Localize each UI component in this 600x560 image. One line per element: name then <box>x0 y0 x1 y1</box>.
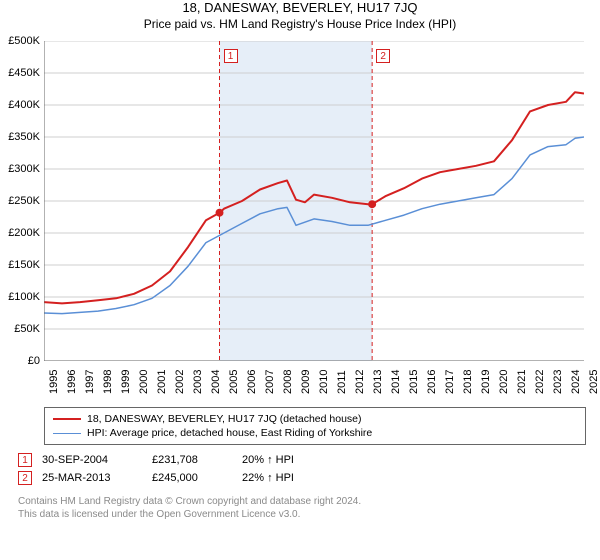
x-tick-label: 2002 <box>174 370 186 394</box>
legend-swatch <box>53 433 81 434</box>
chart-marker-label: 1 <box>224 49 238 63</box>
x-tick-label: 2001 <box>156 370 168 394</box>
sale-date: 25-MAR-2013 <box>42 472 142 484</box>
x-tick-label: 2008 <box>282 370 294 394</box>
x-tick-label: 2022 <box>534 370 546 394</box>
sale-pct: 20% ↑ HPI <box>242 454 322 466</box>
y-tick-label: £350K <box>2 131 40 143</box>
x-tick-label: 1997 <box>84 370 96 394</box>
chart-marker-label: 2 <box>376 49 390 63</box>
sales-row: 1 30-SEP-2004 £231,708 20% ↑ HPI <box>18 453 586 467</box>
legend-item: 18, DANESWAY, BEVERLEY, HU17 7JQ (detach… <box>53 413 577 425</box>
x-tick-label: 2019 <box>480 370 492 394</box>
x-tick-label: 2007 <box>264 370 276 394</box>
x-tick-label: 2015 <box>408 370 420 394</box>
x-tick-label: 1996 <box>66 370 78 394</box>
x-tick-label: 2004 <box>210 370 222 394</box>
legend-label: HPI: Average price, detached house, East… <box>87 427 372 439</box>
sale-price: £245,000 <box>152 472 232 484</box>
y-tick-label: £100K <box>2 291 40 303</box>
x-tick-label: 2021 <box>516 370 528 394</box>
page-subtitle: Price paid vs. HM Land Registry's House … <box>0 17 600 31</box>
y-tick-label: £250K <box>2 195 40 207</box>
y-tick-label: £50K <box>2 323 40 335</box>
x-tick-label: 2017 <box>444 370 456 394</box>
legend-item: HPI: Average price, detached house, East… <box>53 427 577 439</box>
footer-line: Contains HM Land Registry data © Crown c… <box>18 495 586 508</box>
sale-pct: 22% ↑ HPI <box>242 472 322 484</box>
footer-line: This data is licensed under the Open Gov… <box>18 508 586 521</box>
page-title: 18, DANESWAY, BEVERLEY, HU17 7JQ <box>0 0 600 15</box>
x-tick-label: 2012 <box>354 370 366 394</box>
y-tick-label: £500K <box>2 35 40 47</box>
sale-date: 30-SEP-2004 <box>42 454 142 466</box>
y-tick-label: £0 <box>2 355 40 367</box>
sales-table: 1 30-SEP-2004 £231,708 20% ↑ HPI 2 25-MA… <box>18 453 586 485</box>
sale-marker-icon: 2 <box>18 471 32 485</box>
sales-row: 2 25-MAR-2013 £245,000 22% ↑ HPI <box>18 471 586 485</box>
x-tick-label: 2025 <box>588 370 600 394</box>
sale-price: £231,708 <box>152 454 232 466</box>
legend-swatch <box>53 418 81 420</box>
x-tick-label: 2023 <box>552 370 564 394</box>
chart-svg <box>44 41 584 361</box>
x-tick-label: 2003 <box>192 370 204 394</box>
sale-marker-icon: 1 <box>18 453 32 467</box>
x-tick-label: 1998 <box>102 370 114 394</box>
x-tick-label: 1999 <box>120 370 132 394</box>
legend-label: 18, DANESWAY, BEVERLEY, HU17 7JQ (detach… <box>87 413 362 425</box>
y-tick-label: £300K <box>2 163 40 175</box>
x-tick-label: 2018 <box>462 370 474 394</box>
x-tick-label: 1995 <box>48 370 60 394</box>
x-tick-label: 2006 <box>246 370 258 394</box>
x-tick-label: 2005 <box>228 370 240 394</box>
x-tick-label: 2010 <box>318 370 330 394</box>
x-tick-label: 2016 <box>426 370 438 394</box>
legend: 18, DANESWAY, BEVERLEY, HU17 7JQ (detach… <box>44 407 586 445</box>
x-tick-label: 2009 <box>300 370 312 394</box>
price-chart: £0 £50K £100K £150K £200K £250K £300K £350K £400… <box>0 41 600 401</box>
x-tick-label: 2020 <box>498 370 510 394</box>
x-tick-label: 2000 <box>138 370 150 394</box>
y-tick-label: £200K <box>2 227 40 239</box>
y-tick-label: £400K <box>2 99 40 111</box>
x-tick-label: 2014 <box>390 370 402 394</box>
footer-attribution: Contains HM Land Registry data © Crown c… <box>18 495 586 521</box>
x-tick-label: 2013 <box>372 370 384 394</box>
x-tick-label: 2024 <box>570 370 582 394</box>
y-tick-label: £150K <box>2 259 40 271</box>
y-tick-label: £450K <box>2 67 40 79</box>
x-tick-label: 2011 <box>336 370 348 394</box>
